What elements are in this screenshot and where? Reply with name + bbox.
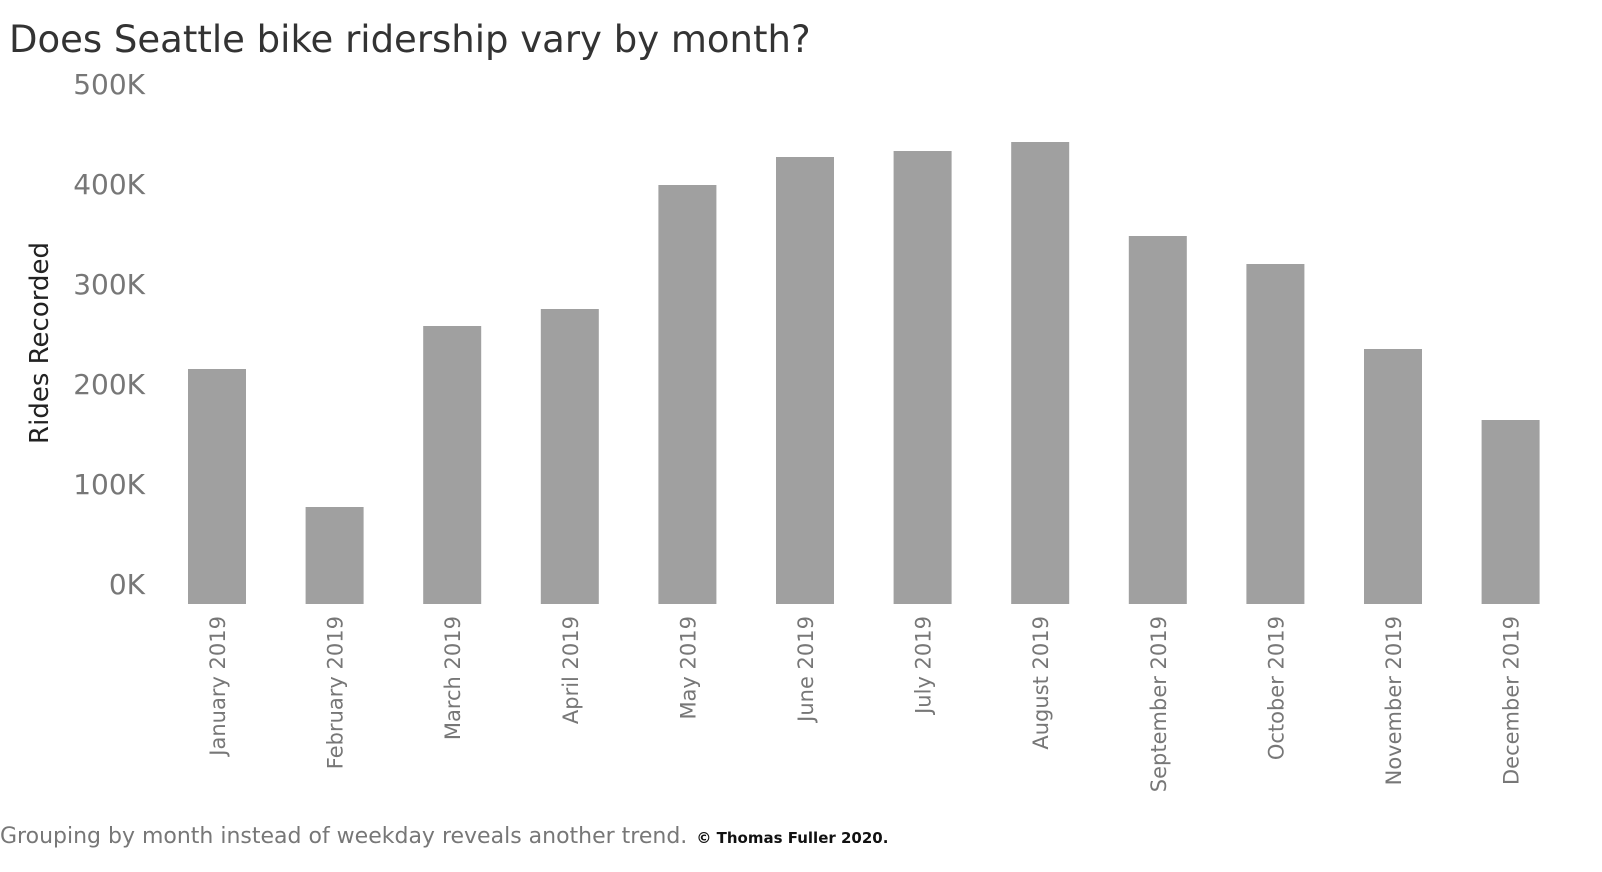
bar xyxy=(423,326,482,604)
x-tick-label: June 2019 xyxy=(794,616,818,724)
y-tick-label: 400K xyxy=(73,168,145,201)
bar xyxy=(776,157,834,604)
x-tick-label: July 2019 xyxy=(912,616,936,716)
bar xyxy=(1364,349,1422,604)
bar xyxy=(658,185,717,604)
y-tick-label: 200K xyxy=(73,368,145,401)
bar xyxy=(893,151,952,604)
bar xyxy=(1011,142,1070,604)
bars xyxy=(188,142,1540,604)
x-tick-label: January 2019 xyxy=(206,616,230,758)
bar xyxy=(1128,236,1187,604)
y-tick-label: 0K xyxy=(109,568,146,601)
x-tick-label: November 2019 xyxy=(1382,616,1406,785)
bar xyxy=(1481,420,1540,604)
chart-title: Does Seattle bike ridership vary by mont… xyxy=(9,18,811,61)
y-axis-ticks: 0K 100K 200K 300K 400K 500K xyxy=(73,68,145,601)
x-tick-label: March 2019 xyxy=(441,616,465,740)
x-tick-label: August 2019 xyxy=(1029,616,1053,750)
bar xyxy=(540,309,599,604)
copyright-notice: © Thomas Fuller 2020. xyxy=(696,829,889,847)
bar-chart: Rides Recorded 0K 100K 200K 300K 400K 500K Ja… xyxy=(25,68,1540,792)
x-tick-label: May 2019 xyxy=(676,616,700,720)
y-axis-label: Rides Recorded xyxy=(25,242,55,444)
x-tick-label: October 2019 xyxy=(1264,616,1288,760)
x-tick-label: April 2019 xyxy=(559,616,583,724)
y-tick-label: 300K xyxy=(73,268,145,301)
x-axis-labels: January 2019 February 2019 March 2019 April… xyxy=(206,616,1524,792)
x-tick-label: December 2019 xyxy=(1500,616,1524,785)
x-tick-label: February 2019 xyxy=(324,616,348,769)
bar xyxy=(305,507,364,604)
x-tick-label: September 2019 xyxy=(1147,616,1171,792)
bar xyxy=(188,369,246,604)
footer-caption: Grouping by month instead of weekday rev… xyxy=(0,824,688,849)
y-tick-label: 500K xyxy=(73,68,145,101)
y-tick-label: 100K xyxy=(73,468,145,501)
bar xyxy=(1246,264,1305,604)
footer: Grouping by month instead of weekday rev… xyxy=(0,824,888,849)
